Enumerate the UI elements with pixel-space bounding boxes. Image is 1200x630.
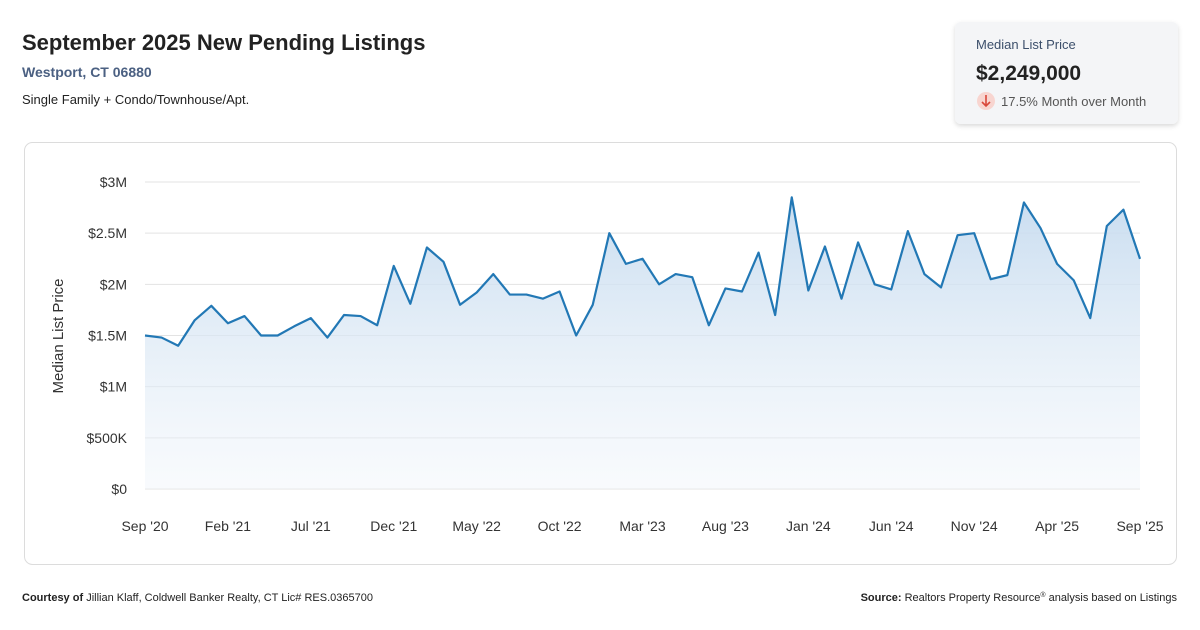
y-tick-label: $0 — [111, 481, 127, 497]
source-name: Realtors Property Resource — [905, 592, 1041, 604]
courtesy-text: Jillian Klaff, Coldwell Banker Realty, C… — [86, 592, 373, 604]
y-tick-label: $500K — [87, 430, 128, 446]
source-label: Source: — [861, 592, 902, 604]
courtesy: Courtesy of Jillian Klaff, Coldwell Bank… — [22, 592, 373, 604]
location: Westport, CT 06880 — [22, 64, 152, 80]
summary-card — [955, 22, 1178, 124]
x-tick-label: Jan '24 — [786, 518, 831, 534]
y-tick-label: $3M — [100, 174, 127, 190]
x-tick-label: Sep '25 — [1116, 518, 1163, 534]
x-tick-label: Feb '21 — [205, 518, 251, 534]
y-axis-label: Median List Price — [50, 278, 67, 393]
source: Source: Realtors Property Resource® anal… — [861, 591, 1178, 604]
x-tick-label: Jun '24 — [869, 518, 914, 534]
page-title: September 2025 New Pending Listings — [22, 30, 425, 55]
source-text: analysis based on Listings — [1049, 592, 1178, 604]
x-tick-label: Apr '25 — [1035, 518, 1079, 534]
x-tick-label: Mar '23 — [619, 518, 665, 534]
x-tick-label: May '22 — [452, 518, 501, 534]
x-tick-label: Oct '22 — [538, 518, 582, 534]
x-tick-label: Dec '21 — [370, 518, 417, 534]
y-tick-label: $1.5M — [88, 328, 127, 344]
plot: $0 $500K $1M $1.5M $2M $2.5M $3M Sep '20 Feb '21… — [87, 174, 1164, 534]
x-tick-label: Sep '20 — [121, 518, 168, 534]
card-change: 17.5% Month over Month — [1001, 94, 1146, 109]
x-tick-label: Aug '23 — [702, 518, 749, 534]
y-tick-label: $2M — [100, 276, 127, 292]
x-tick-label: Jul '21 — [291, 518, 331, 534]
registered-mark: ® — [1040, 591, 1046, 599]
card-value: $2,249,000 — [976, 62, 1081, 85]
y-tick-label: $2.5M — [88, 225, 127, 241]
courtesy-label: Courtesy of — [22, 592, 83, 604]
area — [145, 197, 1140, 489]
y-tick-label: $1M — [100, 379, 127, 395]
x-tick-label: Nov '24 — [951, 518, 998, 534]
card-label: Median List Price — [976, 37, 1076, 52]
line — [144, 196, 1142, 347]
down-arrow — [981, 95, 991, 108]
property-types: Single Family + Condo/Townhouse/Apt. — [22, 92, 249, 107]
